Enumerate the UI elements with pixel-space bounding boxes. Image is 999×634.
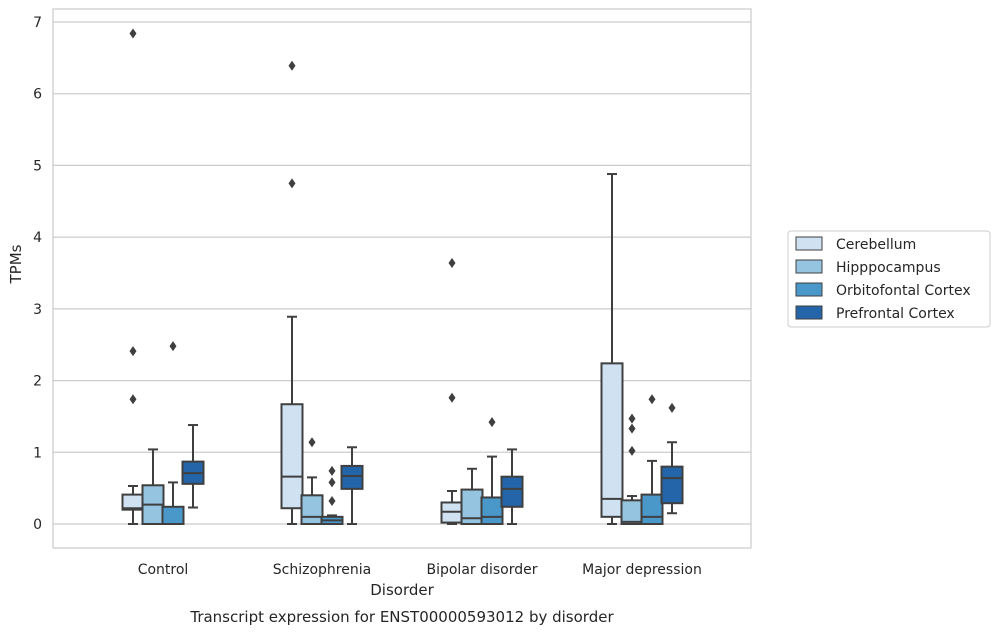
y-axis-title: TPMs (7, 244, 25, 284)
box-2-0 (161, 341, 185, 526)
box-0-0 (121, 28, 145, 525)
outlier-point (648, 394, 656, 405)
box-3-3 (660, 402, 684, 515)
box-3-2 (500, 448, 524, 525)
y-tick-label-5: 5 (33, 158, 42, 174)
x-tick-label-2: Bipolar disorder (426, 562, 537, 578)
x-tick-label-3: Major depression (582, 562, 702, 578)
outlier-point (288, 60, 296, 71)
legend: Cerebellum Hipppocampus Orbitofontal Corte… (787, 230, 991, 328)
legend-label: Prefrontal Cortex (836, 306, 955, 322)
box-iqr (280, 403, 304, 510)
outlier-point (628, 445, 636, 456)
box-iqr (500, 475, 524, 508)
legend-frame (787, 230, 991, 328)
legend-swatch (795, 282, 823, 297)
x-tick-label-0: Control (138, 562, 189, 578)
outlier-point (628, 423, 636, 434)
y-tick-labels: 0 1 2 3 4 5 6 7 (33, 15, 42, 533)
box-0-2 (440, 257, 464, 525)
outlier-point (488, 417, 496, 428)
outlier-point (288, 178, 296, 189)
outlier-point (328, 496, 336, 507)
legend-label: Cerebellum (836, 237, 916, 253)
outlier-point (328, 477, 336, 488)
y-tick-label-6: 6 (33, 87, 42, 103)
y-tick-label-4: 4 (33, 230, 42, 246)
outlier-point (448, 257, 456, 268)
outlier-point (169, 341, 177, 352)
legend-item-0: Cerebellum (795, 236, 916, 253)
box-iqr (480, 496, 504, 526)
outlier-point (628, 413, 636, 424)
outlier-point (129, 346, 137, 357)
y-tick-label-1: 1 (33, 445, 42, 461)
x-axis-title: Disorder (370, 581, 434, 599)
outlier-point (448, 392, 456, 403)
box-2-2 (480, 417, 504, 526)
legend-item-2: Orbitofontal Cortex (795, 282, 971, 299)
outlier-point (129, 28, 137, 39)
box-iqr (620, 499, 644, 526)
outlier-point (129, 394, 137, 405)
box-iqr (660, 465, 684, 505)
box-2-1 (320, 465, 344, 525)
legend-swatch (795, 305, 823, 320)
box-0-3 (600, 173, 624, 525)
outlier-point (668, 402, 676, 413)
legend-label: Orbitofontal Cortex (836, 283, 971, 299)
outlier-point (328, 465, 336, 476)
y-tick-label-7: 7 (33, 15, 42, 31)
y-tick-label-2: 2 (33, 374, 42, 390)
outlier-point (308, 437, 316, 448)
y-gridlines (53, 21, 751, 525)
box-iqr (600, 362, 624, 518)
legend-item-1: Hipppocampus (795, 259, 941, 276)
legend-item-3: Prefrontal Cortex (795, 305, 955, 322)
y-tick-label-3: 3 (33, 302, 42, 318)
legend-label: Hipppocampus (836, 260, 941, 276)
y-tick-label-0: 0 (33, 517, 42, 533)
box-iqr (640, 493, 664, 525)
box-iqr (161, 505, 185, 526)
chart-caption: Transcript expression for ENST0000059301… (189, 608, 614, 626)
legend-swatch (795, 259, 823, 274)
box-1-1 (300, 437, 324, 526)
box-1-0 (141, 448, 165, 526)
box-1-3 (620, 413, 644, 526)
box-3-0 (181, 424, 205, 509)
box-3-1 (340, 446, 364, 525)
legend-swatch (795, 236, 823, 251)
box-2-3 (640, 394, 664, 525)
box-iqr (300, 494, 324, 526)
x-tick-label-1: Schizophrenia (273, 562, 371, 578)
box-iqr (340, 464, 364, 490)
box-0-1 (280, 60, 304, 525)
plot-area (52, 8, 752, 549)
box-plot-marks (121, 28, 684, 526)
x-tick-labels: Control Schizophrenia Bipolar disorder Majo… (138, 562, 702, 578)
